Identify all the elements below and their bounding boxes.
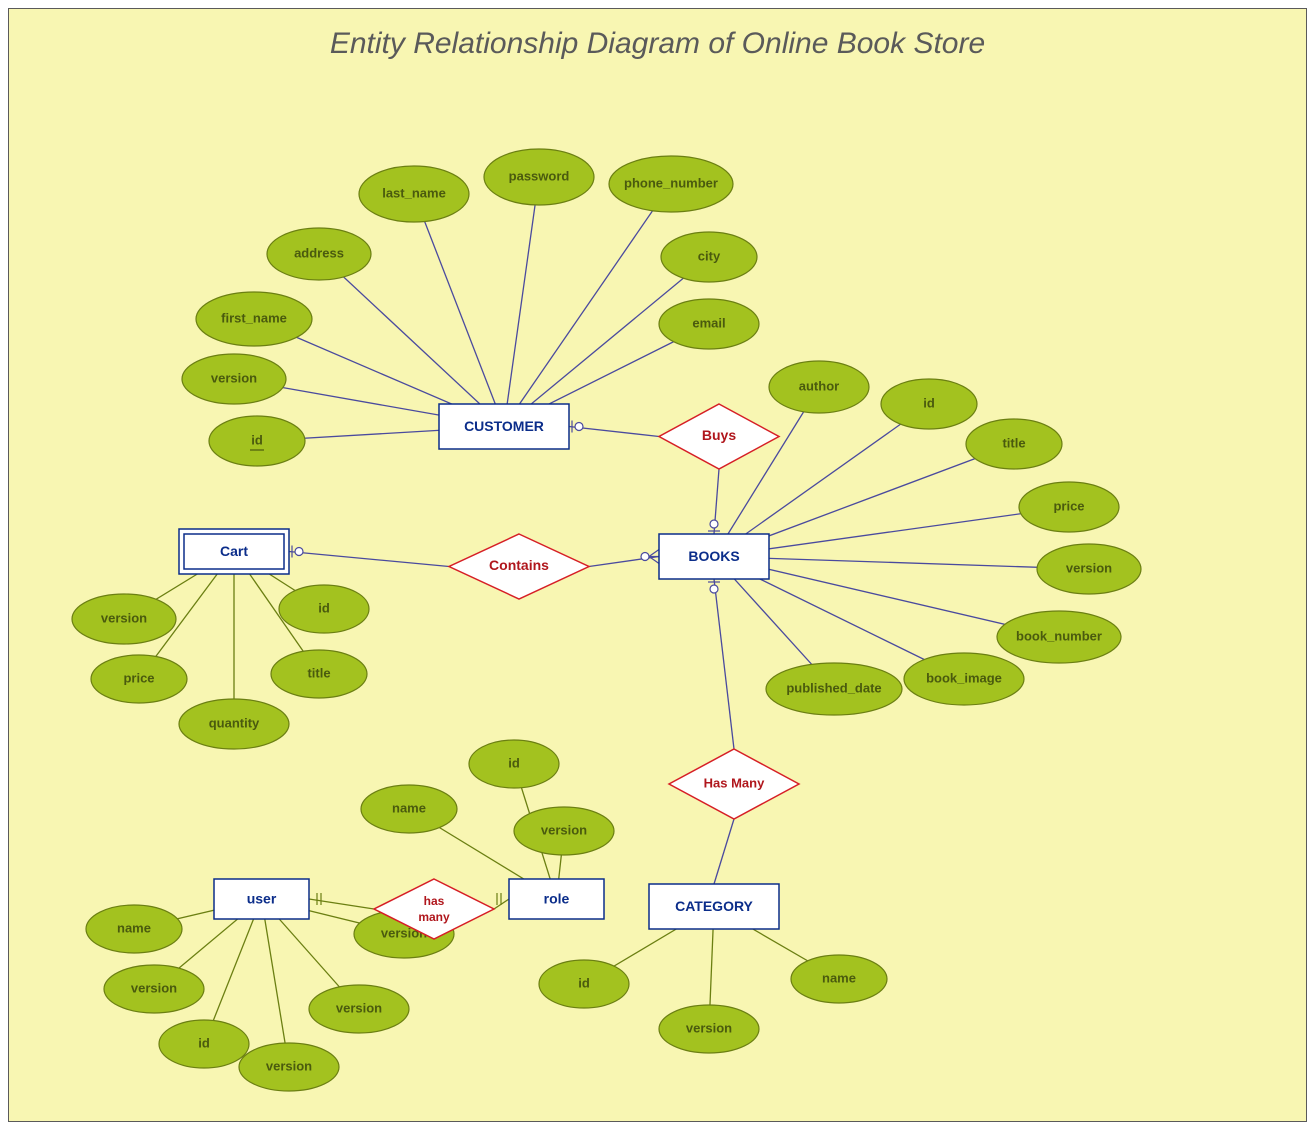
svg-text:name: name: [392, 800, 426, 815]
svg-text:user: user: [247, 891, 277, 907]
attribute-email: email: [659, 299, 759, 349]
svg-text:title: title: [1002, 435, 1025, 450]
attribute-version: version: [72, 594, 176, 644]
svg-text:CATEGORY: CATEGORY: [675, 898, 753, 914]
attribute-id: id: [279, 585, 369, 633]
entity-category: CATEGORY: [649, 884, 779, 929]
attribute-name: name: [86, 905, 182, 953]
attribute-version: version: [514, 807, 614, 855]
svg-text:Has Many: Has Many: [704, 775, 765, 790]
entity-books: BOOKS: [659, 534, 769, 579]
svg-text:email: email: [692, 315, 725, 330]
svg-text:version: version: [541, 822, 587, 837]
svg-text:version: version: [336, 1000, 382, 1015]
attribute-published_date: published_date: [766, 663, 902, 715]
entity-role: role: [509, 879, 604, 919]
attribute-book_image: book_image: [904, 653, 1024, 705]
attribute-title: title: [271, 650, 367, 698]
svg-text:id: id: [508, 755, 520, 770]
entity-cart: Cart: [179, 529, 289, 574]
svg-text:has: has: [424, 894, 445, 908]
svg-text:BOOKS: BOOKS: [688, 548, 739, 564]
attribute-version: version: [309, 985, 409, 1033]
svg-text:id: id: [923, 395, 935, 410]
attribute-first_name: first_name: [196, 292, 312, 346]
svg-text:phone_number: phone_number: [624, 175, 718, 190]
svg-text:id: id: [318, 600, 330, 615]
diagram-frame: Entity Relationship Diagram of Online Bo…: [8, 8, 1307, 1122]
attribute-book_number: book_number: [997, 611, 1121, 663]
er-diagram-canvas: last_name password phone_numbercity address…: [9, 9, 1306, 1121]
attribute-last_name: last_name: [359, 166, 469, 222]
attribute-version: version: [182, 354, 286, 404]
attribute-password: password: [484, 149, 594, 205]
relationship-buys: Buys: [659, 404, 779, 469]
svg-text:role: role: [544, 891, 570, 907]
svg-text:version: version: [101, 610, 147, 625]
attribute-city: city: [661, 232, 757, 282]
svg-text:title: title: [307, 665, 330, 680]
relationship-hasmany: Has Many: [669, 749, 799, 819]
svg-text:name: name: [117, 920, 151, 935]
attribute-version: version: [659, 1005, 759, 1053]
attribute-title: title: [966, 419, 1062, 469]
attribute-id: id: [539, 960, 629, 1008]
entity-user: user: [214, 879, 309, 919]
svg-text:address: address: [294, 245, 344, 260]
attribute-quantity: quantity: [179, 699, 289, 749]
attribute-author: author: [769, 361, 869, 413]
attribute-name: name: [791, 955, 887, 1003]
svg-text:id: id: [578, 975, 590, 990]
svg-text:Contains: Contains: [489, 557, 549, 573]
attribute-id: id: [469, 740, 559, 788]
attribute-price: price: [1019, 482, 1119, 532]
svg-text:Cart: Cart: [220, 543, 248, 559]
svg-text:many: many: [418, 910, 450, 924]
attribute-id: id: [209, 416, 305, 466]
svg-text:book_number: book_number: [1016, 628, 1102, 643]
svg-text:version: version: [131, 980, 177, 995]
relationship-contains: Contains: [449, 534, 589, 599]
svg-text:id: id: [251, 432, 263, 447]
svg-text:version: version: [686, 1020, 732, 1035]
svg-text:book_image: book_image: [926, 670, 1002, 685]
attribute-id: id: [159, 1020, 249, 1068]
svg-text:price: price: [123, 670, 154, 685]
attribute-version: version: [239, 1043, 339, 1091]
attribute-phone_number: phone_number: [609, 156, 733, 212]
diagram-title: Entity Relationship Diagram of Online Bo…: [9, 27, 1306, 61]
attribute-id: id: [881, 379, 977, 429]
attribute-address: address: [267, 228, 371, 280]
svg-text:first_name: first_name: [221, 310, 287, 325]
svg-text:id: id: [198, 1035, 210, 1050]
svg-text:version: version: [1066, 560, 1112, 575]
svg-text:name: name: [822, 970, 856, 985]
svg-text:version: version: [266, 1058, 312, 1073]
svg-text:city: city: [698, 248, 721, 263]
attribute-version: version: [104, 965, 204, 1013]
attribute-price: price: [91, 655, 187, 703]
svg-text:quantity: quantity: [209, 715, 260, 730]
svg-text:price: price: [1053, 498, 1084, 513]
svg-text:published_date: published_date: [786, 680, 881, 695]
svg-text:last_name: last_name: [382, 185, 446, 200]
attribute-name: name: [361, 785, 457, 833]
svg-text:CUSTOMER: CUSTOMER: [464, 418, 544, 434]
svg-text:version: version: [211, 370, 257, 385]
svg-text:author: author: [799, 378, 839, 393]
svg-text:password: password: [509, 168, 570, 183]
entity-customer: CUSTOMER: [439, 404, 569, 449]
attribute-version: version: [1037, 544, 1141, 594]
svg-text:Buys: Buys: [702, 427, 736, 443]
